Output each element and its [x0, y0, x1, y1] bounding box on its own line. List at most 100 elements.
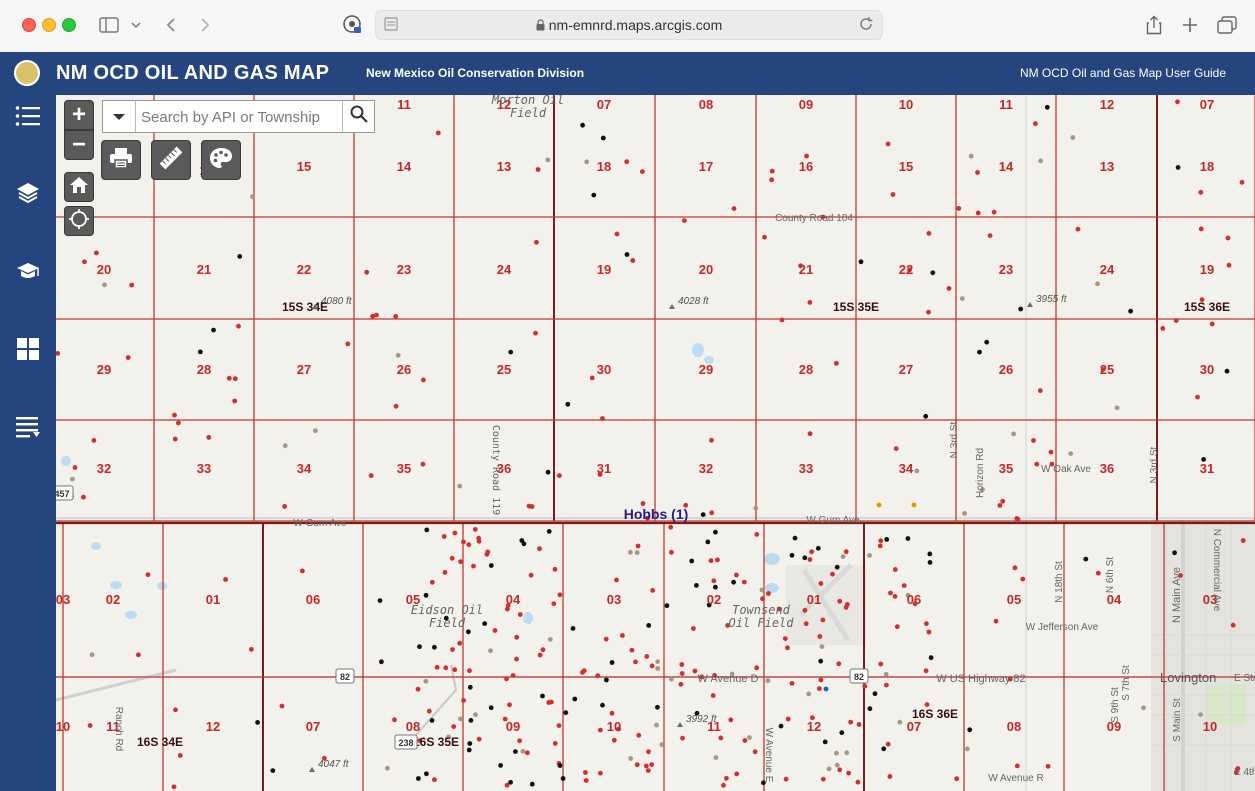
basemap-palette-button[interactable]: [201, 140, 241, 180]
well-marker: [236, 323, 241, 329]
well-marker: [669, 549, 674, 555]
reload-icon[interactable]: [858, 16, 874, 37]
well-marker: [807, 431, 813, 437]
well-marker: [513, 749, 518, 754]
well-marker: [517, 612, 523, 617]
section-label: 35: [397, 461, 411, 476]
section-label: 34: [899, 461, 914, 476]
elevation-label: 4080 ft: [321, 296, 353, 307]
new-tab-icon[interactable]: [1179, 12, 1201, 38]
well-marker: [754, 532, 760, 537]
well-marker: [664, 603, 670, 609]
well-marker: [552, 566, 558, 572]
section-label: 02: [106, 592, 120, 607]
well-marker: [560, 776, 566, 781]
address-bar[interactable]: nm-emnrd.maps.arcgis.com: [375, 10, 883, 40]
chevron-down-icon[interactable]: [128, 12, 144, 38]
app-subtitle: New Mexico Oil Conservation Division: [366, 66, 585, 80]
township-label: 16S 36E: [912, 707, 958, 721]
zoom-window-button[interactable]: [62, 18, 76, 32]
layers-button[interactable]: [12, 179, 44, 211]
home-button[interactable]: [64, 172, 94, 202]
well-marker: [765, 678, 771, 684]
oil-field-label: Field: [429, 616, 466, 630]
well-marker: [468, 718, 474, 723]
tab-overview-icon[interactable]: [1215, 12, 1239, 38]
measure-button[interactable]: [151, 140, 191, 180]
well-marker: [1178, 573, 1183, 578]
well-marker: [472, 527, 478, 532]
well-marker: [708, 558, 714, 564]
forward-icon[interactable]: [194, 12, 216, 38]
well-marker: [441, 534, 447, 539]
back-icon[interactable]: [160, 12, 182, 38]
highway-shield-label: 457: [56, 489, 70, 499]
well-marker: [377, 598, 383, 603]
well-marker: [946, 286, 952, 291]
side-rail: [0, 95, 56, 791]
legend-button[interactable]: [12, 102, 44, 134]
well-marker: [237, 254, 243, 259]
well-marker: [1173, 318, 1179, 323]
education-button[interactable]: [12, 257, 44, 289]
minimize-window-button[interactable]: [42, 18, 56, 32]
well-marker: [1018, 306, 1024, 312]
section-label: 31: [597, 461, 611, 476]
well-marker: [818, 658, 824, 664]
well-marker: [450, 647, 455, 652]
user-guide-link[interactable]: NM OCD Oil and Gas Map User Guide: [1019, 66, 1226, 80]
well-marker: [535, 167, 541, 172]
map-view[interactable]: 11 12 07 08 09 10 11 12 07 15 14 13 18 17 16 15 14 13 18 20…: [56, 95, 1255, 791]
well-marker: [725, 623, 730, 628]
well-marker: [878, 661, 884, 667]
well-marker: [537, 546, 542, 552]
well-marker: [659, 742, 665, 748]
section-label: 25: [497, 362, 511, 377]
well-marker: [528, 572, 534, 578]
sidebar-toggle-icon[interactable]: [96, 12, 122, 38]
well-marker: [867, 706, 873, 712]
zoom-out-button[interactable]: −: [64, 130, 94, 160]
well-marker: [313, 428, 318, 434]
well-marker: [1175, 99, 1180, 105]
road-label: W Avenue R: [988, 773, 1043, 784]
section-label: 19: [1200, 262, 1214, 277]
search-source-dropdown[interactable]: [103, 101, 136, 132]
well-marker: [620, 633, 625, 638]
well-marker: [557, 763, 563, 768]
well-marker: [930, 270, 936, 276]
details-button[interactable]: [12, 412, 44, 444]
map-canvas[interactable]: 11 12 07 08 09 10 11 12 07 15 14 13 18 17 16 15 14 13 18 20…: [56, 95, 1255, 791]
section-label: 09: [799, 97, 813, 112]
section-label: 11: [707, 719, 721, 734]
well-marker: [923, 413, 929, 419]
locate-button[interactable]: [64, 206, 94, 236]
section-label: 19: [597, 262, 611, 277]
well-marker: [1000, 498, 1006, 504]
well-marker: [485, 549, 491, 555]
privacy-shield-icon[interactable]: [340, 12, 366, 38]
share-icon[interactable]: [1143, 12, 1165, 38]
basemap: [56, 95, 1255, 791]
well-marker: [885, 141, 891, 147]
well-marker: [709, 437, 714, 443]
basemap-gallery-button[interactable]: [12, 335, 44, 367]
well-marker: [508, 349, 514, 355]
print-button[interactable]: [101, 140, 141, 180]
well-marker: [449, 555, 455, 561]
well-marker: [741, 579, 747, 585]
well-marker: [614, 231, 620, 237]
well-marker: [968, 153, 974, 159]
well-marker: [415, 686, 421, 692]
well-marker: [1049, 461, 1055, 467]
search-button[interactable]: [342, 101, 374, 132]
well-marker: [466, 629, 471, 635]
section-label: 10: [56, 719, 70, 734]
well-marker: [1014, 763, 1020, 769]
search-input[interactable]: [139, 105, 343, 129]
well-marker: [226, 375, 232, 381]
well-marker: [609, 660, 615, 665]
close-window-button[interactable]: [22, 18, 36, 32]
zoom-in-button[interactable]: +: [64, 100, 94, 130]
well-marker: [679, 671, 685, 676]
